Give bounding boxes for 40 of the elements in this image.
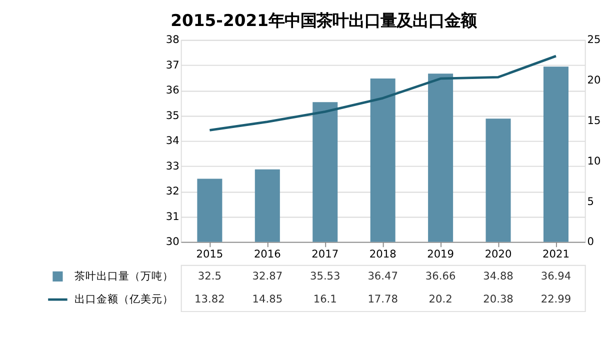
data-label: 16.1 bbox=[313, 293, 337, 306]
y-tick-label: 32 bbox=[166, 186, 180, 198]
x-tick-label: 2019 bbox=[427, 248, 454, 261]
data-label: 20.38 bbox=[483, 293, 514, 306]
x-tick-label: 2017 bbox=[312, 248, 339, 261]
x-tick-label: 2016 bbox=[254, 248, 282, 261]
x-tick-label: 2020 bbox=[484, 248, 512, 261]
x-tick-label: 2021 bbox=[542, 248, 570, 261]
legend-label: 茶叶出口量（万吨） bbox=[74, 269, 174, 282]
data-label: 36.66 bbox=[425, 270, 456, 282]
y-tick-label: 30 bbox=[166, 236, 180, 248]
y-tick-label: 38 bbox=[166, 34, 180, 46]
y-tick-label: 35 bbox=[166, 110, 180, 122]
data-label: 34.88 bbox=[483, 270, 514, 282]
y2-tick-label: 0 bbox=[587, 236, 594, 248]
y-tick-label: 31 bbox=[166, 210, 180, 223]
y-tick-label: 33 bbox=[166, 160, 180, 172]
data-label: 32.5 bbox=[198, 270, 222, 282]
y2-tick-label: 10 bbox=[587, 155, 601, 168]
data-label: 20.2 bbox=[428, 293, 452, 306]
data-label: 13.82 bbox=[194, 293, 225, 306]
data-label: 36.94 bbox=[540, 270, 572, 282]
data-label: 35.53 bbox=[310, 270, 340, 282]
y-tick-label: 37 bbox=[166, 59, 180, 72]
data-label: 22.99 bbox=[540, 293, 572, 306]
y-tick-label: 36 bbox=[166, 84, 180, 97]
y2-tick-label: 15 bbox=[587, 114, 601, 127]
data-label: 14.85 bbox=[252, 293, 283, 306]
x-tick-label: 2015 bbox=[196, 248, 224, 261]
chart-title: 2015-2021年中国茶叶出口量及出口金额 bbox=[170, 10, 478, 30]
x-tick-label: 2018 bbox=[369, 248, 396, 261]
y2-tick-label: 25 bbox=[587, 34, 601, 46]
y2-tick-label: 20 bbox=[587, 74, 601, 87]
y2-tick-label: 5 bbox=[587, 196, 594, 208]
legend-label: 出口金额（亿美元） bbox=[74, 292, 174, 306]
data-label: 32.87 bbox=[252, 270, 283, 282]
y-tick-label: 34 bbox=[166, 135, 180, 148]
data-label: 17.78 bbox=[368, 293, 398, 306]
line-series bbox=[208, 54, 558, 132]
data-label: 36.47 bbox=[368, 270, 398, 282]
